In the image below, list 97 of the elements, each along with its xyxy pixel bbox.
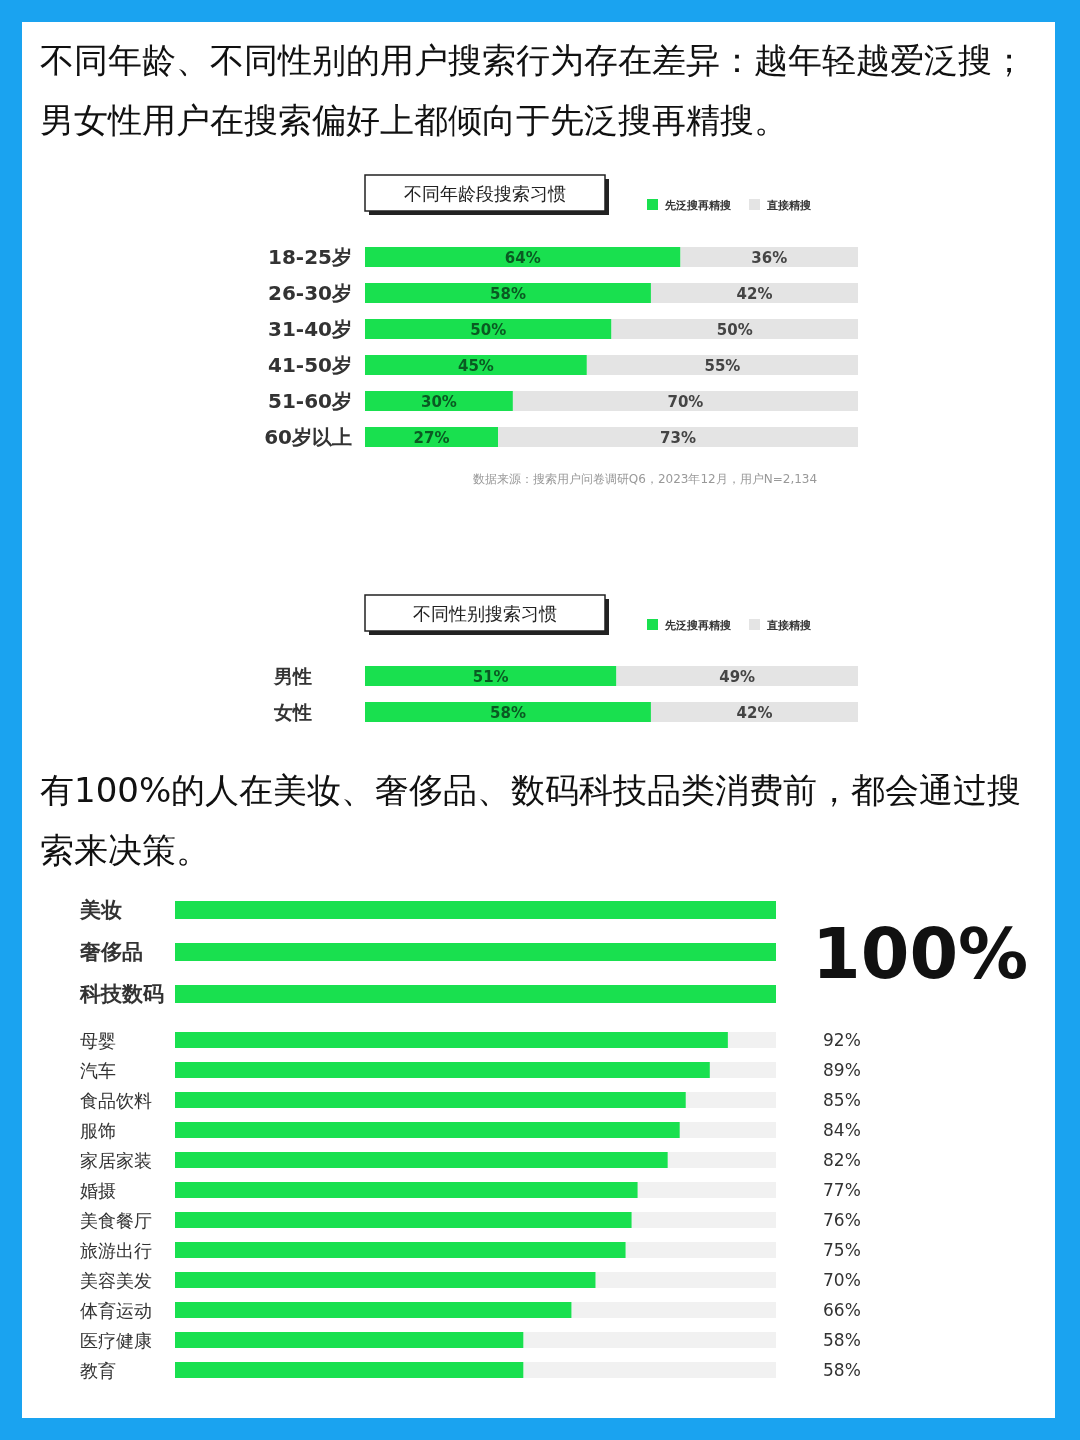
bar <box>175 1242 626 1258</box>
legend-label: 直接精搜 <box>766 619 811 632</box>
data-label: 84% <box>823 1120 861 1140</box>
data-label: 70% <box>667 393 704 411</box>
data-label: 73% <box>660 429 697 447</box>
y-tick-label: 女性 <box>273 701 312 723</box>
data-label: 58% <box>823 1330 861 1350</box>
legend-label: 先泛搜再精搜 <box>664 199 731 212</box>
data-label: 58% <box>823 1360 861 1380</box>
data-label: 70% <box>823 1270 861 1290</box>
data-label: 77% <box>823 1180 861 1200</box>
data-label: 50% <box>716 321 753 339</box>
bar <box>680 247 858 267</box>
bar <box>685 1092 776 1108</box>
y-tick-label: 母婴 <box>80 1030 116 1051</box>
y-tick-label: 服饰 <box>80 1120 116 1141</box>
bar <box>175 1302 572 1318</box>
data-label: 45% <box>457 357 494 375</box>
data-label: 30% <box>421 393 457 411</box>
y-tick-label: 汽车 <box>80 1060 116 1081</box>
data-label: 92% <box>823 1030 861 1050</box>
y-tick-label: 体育运动 <box>80 1300 152 1321</box>
chart-title: 不同年龄、不同性别的用户搜索行为存在差异：越年轻越爱泛搜；男女性用户在搜索偏好上都倾向于先泛搜再精搜。 <box>40 39 1027 142</box>
bar <box>595 1272 776 1288</box>
y-tick-label: 41-50岁 <box>268 353 352 377</box>
bar <box>523 1332 776 1348</box>
y-tick-label: 奢侈品 <box>79 940 143 964</box>
data-label: 55% <box>704 357 741 375</box>
bar <box>175 1152 668 1168</box>
y-tick-label: 医疗健康 <box>80 1330 152 1351</box>
y-tick-label: 26-30岁 <box>268 281 352 305</box>
data-label: 75% <box>823 1240 861 1260</box>
y-tick-label: 60岁以上 <box>264 425 352 449</box>
y-tick-label: 旅游出行 <box>80 1240 152 1261</box>
data-label: 66% <box>823 1300 861 1320</box>
bar <box>512 391 858 411</box>
bar <box>679 1122 776 1138</box>
text: 100% <box>812 913 1029 995</box>
legend-label: 先泛搜再精搜 <box>664 619 731 632</box>
bar <box>727 1032 776 1048</box>
bar <box>175 1182 638 1198</box>
data-label: 82% <box>823 1150 861 1170</box>
bar <box>611 319 858 339</box>
bar <box>175 1062 710 1078</box>
y-tick-label: 男性 <box>273 665 312 687</box>
bar <box>365 391 513 411</box>
bar <box>365 355 587 375</box>
bar <box>365 283 651 303</box>
bar <box>175 1362 524 1378</box>
y-tick-label: 食品饮料 <box>80 1090 152 1111</box>
data-label: 42% <box>736 285 773 303</box>
bar <box>175 1332 524 1348</box>
y-tick-label: 美容美发 <box>80 1270 152 1291</box>
y-tick-label: 美妆 <box>79 898 122 922</box>
bar <box>650 283 858 303</box>
bar <box>175 1272 596 1288</box>
data-label: 89% <box>823 1060 861 1080</box>
data-label: 51% <box>472 668 509 686</box>
bar <box>637 1182 776 1198</box>
data-label: 85% <box>823 1090 861 1110</box>
y-tick-label: 51-60岁 <box>268 389 352 413</box>
y-tick-label: 美食餐厅 <box>80 1210 152 1231</box>
bar <box>709 1062 776 1078</box>
y-tick-label: 教育 <box>80 1360 116 1381</box>
y-tick-label: 家居家装 <box>80 1150 152 1171</box>
bar <box>175 1032 728 1048</box>
y-tick-label: 31-40岁 <box>268 317 352 341</box>
chart-subtitle: 不同年龄段搜索习惯 <box>404 183 566 204</box>
data-label: 36% <box>751 249 788 267</box>
bar <box>365 319 612 339</box>
data-label: 49% <box>719 668 756 686</box>
data-label: 27% <box>413 429 450 447</box>
y-tick-label: 婚摄 <box>80 1180 116 1201</box>
bar <box>586 355 858 375</box>
bar <box>175 1212 632 1228</box>
y-tick-label: 科技数码 <box>79 982 164 1006</box>
bar <box>365 427 499 447</box>
legend-label: 直接精搜 <box>766 199 811 212</box>
bar <box>175 1122 680 1138</box>
bar <box>631 1212 776 1228</box>
data-label: 64% <box>504 249 541 267</box>
bar <box>625 1242 776 1258</box>
bar <box>571 1302 776 1318</box>
bar <box>498 427 858 447</box>
chart-title: 不同性别搜索习惯 <box>413 603 557 624</box>
data-label: 58% <box>490 285 526 303</box>
data-label: 76% <box>823 1210 861 1230</box>
bar <box>175 1092 686 1108</box>
data-label: 50% <box>470 321 507 339</box>
source-note: 数据来源：搜索用户问卷调研Q6，2023年12月，用户N=2,134 <box>472 472 818 486</box>
data-label: 58% <box>490 704 526 722</box>
bar <box>523 1362 776 1378</box>
data-label: 42% <box>736 704 773 722</box>
y-tick-label: 18-25岁 <box>268 245 352 269</box>
chart-title: 有100%的人在美妆、奢侈品、数码科技品类消费前，都会通过搜索来决策。 <box>40 769 1023 872</box>
bar <box>667 1152 776 1168</box>
bar <box>365 247 681 267</box>
